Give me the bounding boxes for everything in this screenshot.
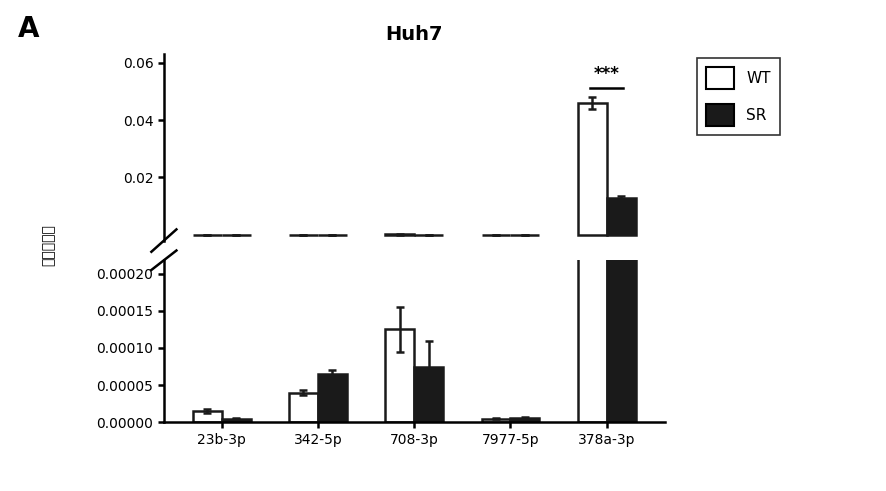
Bar (289, 392, 318, 422)
Text: A: A (18, 15, 39, 43)
Bar (578, 0, 607, 422)
Bar (415, 366, 443, 422)
Bar (318, 374, 346, 422)
Text: ***: *** (594, 65, 619, 82)
Legend: WT, SR: WT, SR (697, 58, 780, 135)
Bar (607, 197, 635, 235)
Bar (222, 418, 251, 422)
Bar (607, 0, 635, 422)
Title: Huh7: Huh7 (385, 25, 443, 44)
Bar (193, 411, 222, 422)
Bar (510, 418, 540, 422)
Bar (578, 103, 607, 235)
Text: 相对表达量: 相对表达量 (42, 224, 56, 267)
Bar (385, 329, 415, 422)
Bar (482, 418, 510, 422)
